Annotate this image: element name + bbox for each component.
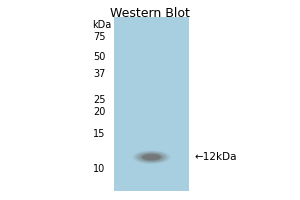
- Text: kDa: kDa: [92, 20, 111, 30]
- Ellipse shape: [142, 154, 161, 161]
- Text: ←12kDa: ←12kDa: [195, 152, 237, 162]
- Ellipse shape: [138, 152, 165, 162]
- Text: 10: 10: [93, 164, 105, 174]
- Ellipse shape: [136, 152, 167, 163]
- Text: 37: 37: [93, 69, 105, 79]
- Text: 25: 25: [93, 95, 105, 105]
- Text: Western Blot: Western Blot: [110, 7, 190, 20]
- Ellipse shape: [142, 154, 161, 160]
- Text: 20: 20: [93, 107, 105, 117]
- Text: 75: 75: [93, 32, 105, 42]
- Ellipse shape: [140, 153, 163, 161]
- Bar: [114, 17, 189, 191]
- Text: 50: 50: [93, 52, 105, 62]
- Ellipse shape: [134, 151, 169, 163]
- Ellipse shape: [132, 150, 171, 164]
- Text: 15: 15: [93, 129, 105, 139]
